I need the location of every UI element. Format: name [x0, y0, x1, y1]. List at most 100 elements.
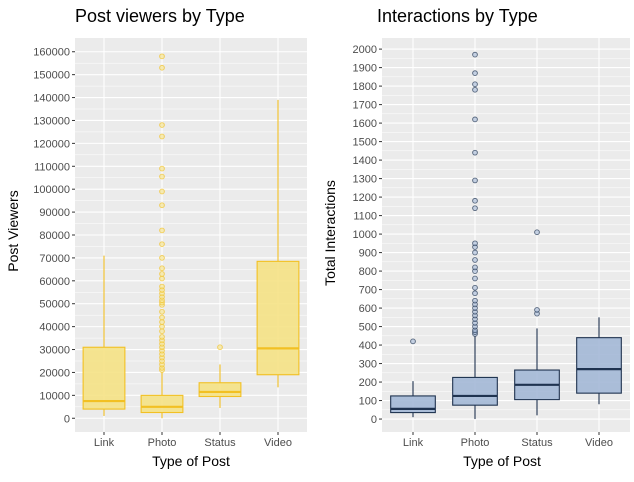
y-tick-label: 110000 — [34, 161, 70, 173]
y-tick-label: 800 — [359, 266, 377, 278]
outlier-point — [472, 257, 478, 263]
outlier-point — [159, 165, 165, 172]
y-tick-label: 150000 — [33, 70, 70, 82]
y-tick-label: 10000 — [39, 390, 70, 402]
y-tick-label: 40000 — [39, 322, 70, 334]
outlier-point — [159, 122, 165, 128]
outlier-point — [159, 314, 165, 321]
outlier-point — [472, 81, 478, 88]
post-viewers-panel: Post viewers by Type Type of Post Post V… — [5, 6, 307, 469]
outlier-point — [159, 202, 165, 209]
outlier-point — [472, 177, 478, 184]
box-photo — [140, 394, 184, 414]
y-tick-label: 400 — [359, 340, 377, 352]
y-tick-label: 1300 — [353, 174, 377, 186]
outlier-point — [159, 133, 165, 140]
box-video — [576, 337, 622, 394]
x-tick-label: Video — [264, 437, 292, 449]
y-tick-label: 1600 — [353, 118, 377, 130]
y-tick-label: 600 — [359, 303, 377, 315]
y-tick-label: 0 — [371, 414, 377, 426]
outlier-point — [472, 290, 478, 297]
outlier-point — [159, 64, 165, 71]
y-tick-label: 30000 — [39, 345, 70, 357]
y-tick-label: 70000 — [39, 253, 70, 265]
y-tick-label: 60000 — [39, 276, 70, 288]
outlier-point — [472, 275, 478, 282]
outlier-point — [472, 240, 478, 247]
outlier-point — [534, 229, 540, 236]
outlier-point — [159, 308, 165, 315]
y-tick-label: 1400 — [353, 155, 377, 167]
y-tick-label: 0 — [64, 413, 70, 425]
box-status — [198, 382, 242, 398]
y-tick-label: 50000 — [39, 299, 70, 311]
x-tick-label: Link — [403, 437, 424, 449]
outlier-point — [159, 328, 165, 335]
outlier-point — [472, 205, 478, 212]
box-photo — [452, 376, 498, 406]
y-tick-label: 200 — [359, 377, 377, 389]
outlier-point — [159, 241, 165, 248]
outlier-point — [159, 53, 165, 60]
x-axis-title: Type of Post — [152, 453, 230, 469]
y-tick-label: 100000 — [33, 184, 70, 196]
outlier-point — [472, 249, 478, 256]
x-axis-title: Type of Post — [463, 453, 541, 469]
y-tick-label: 1200 — [353, 192, 377, 204]
outlier-point — [159, 255, 165, 261]
outlier-point — [159, 323, 165, 330]
y-tick-label: 1900 — [353, 63, 377, 75]
y-tick-label: 140000 — [33, 93, 70, 105]
outlier-point — [472, 297, 478, 304]
y-tick-label: 700 — [359, 285, 377, 297]
outlier-point — [159, 283, 165, 290]
y-tick-label: 1700 — [353, 100, 377, 112]
outlier-point — [472, 264, 478, 271]
y-axis-title: Total Interactions — [322, 180, 338, 286]
x-tick-label: Photo — [148, 437, 177, 449]
y-tick-label: 2000 — [353, 44, 377, 56]
outlier-point — [472, 149, 478, 156]
outlier-point — [159, 319, 165, 325]
y-tick-label: 120000 — [33, 138, 70, 150]
outlier-point — [159, 271, 165, 277]
chart-title: Post viewers by Type — [75, 6, 245, 26]
y-tick-label: 900 — [359, 248, 377, 260]
x-tick-label: Video — [585, 437, 613, 449]
y-tick-label: 300 — [359, 359, 377, 371]
chart-title: Interactions by Type — [377, 6, 538, 26]
x-tick-label: Status — [204, 437, 236, 449]
box-video — [256, 260, 300, 376]
box-link — [390, 395, 436, 414]
outlier-point — [159, 227, 165, 234]
outlier-point — [472, 70, 478, 76]
y-tick-label: 1100 — [353, 211, 377, 223]
y-tick-label: 160000 — [33, 47, 70, 59]
outlier-point — [217, 344, 223, 351]
y-tick-label: 100 — [359, 396, 377, 408]
y-tick-label: 90000 — [39, 207, 70, 219]
interactions-panel: Interactions by Type Type of Post Total … — [322, 6, 630, 469]
outlier-point — [534, 307, 540, 313]
x-tick-label: Link — [94, 437, 115, 449]
y-tick-label: 130000 — [33, 115, 70, 127]
y-tick-label: 80000 — [39, 230, 70, 242]
x-tick-label: Photo — [461, 437, 490, 449]
y-axis-title: Post Viewers — [5, 190, 21, 271]
outlier-point — [410, 338, 416, 345]
outlier-point — [472, 197, 478, 204]
y-tick-label: 20000 — [39, 367, 70, 379]
y-tick-label: 1500 — [353, 137, 377, 149]
outlier-point — [472, 86, 478, 93]
box-link — [82, 346, 126, 410]
outlier-point — [159, 265, 165, 272]
y-tick-label: 1800 — [353, 81, 377, 93]
x-tick-label: Status — [521, 437, 553, 449]
outlier-point — [472, 51, 478, 58]
outlier-point — [472, 116, 478, 123]
y-tick-label: 1000 — [353, 229, 377, 241]
outlier-point — [159, 173, 165, 180]
